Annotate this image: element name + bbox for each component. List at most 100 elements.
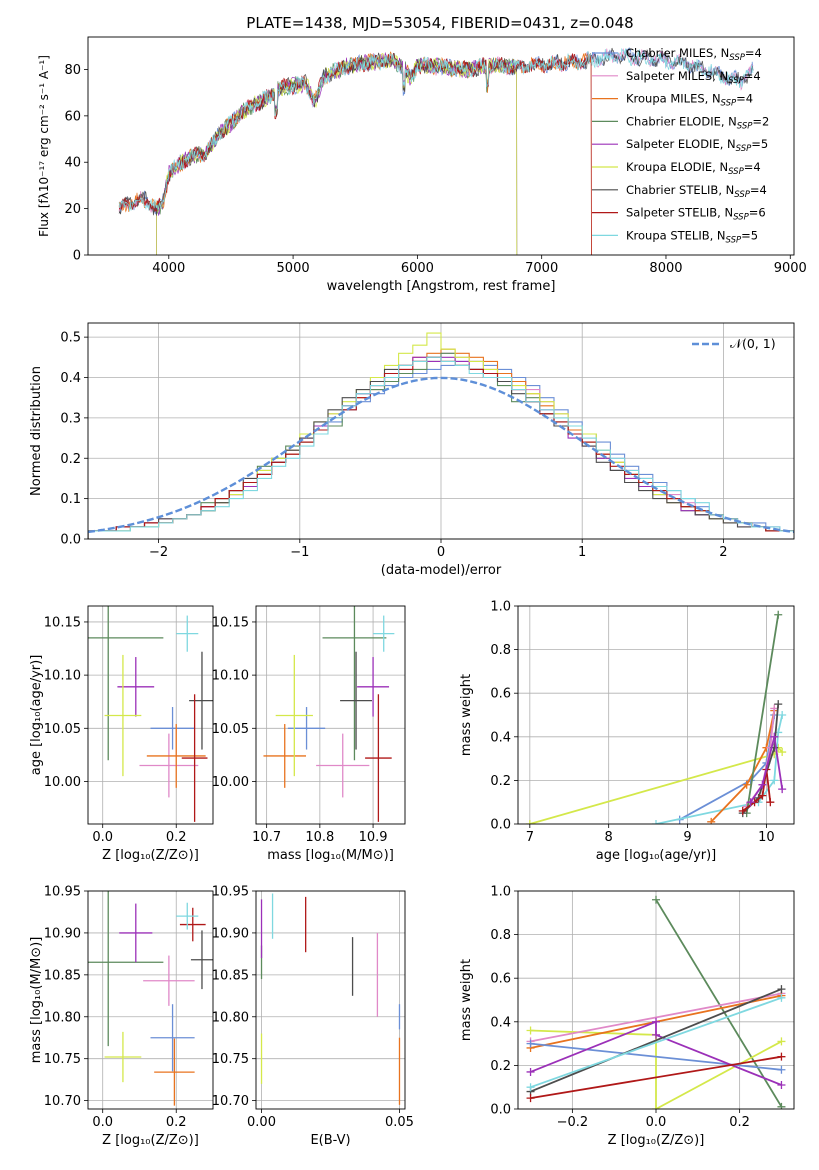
point-marker: [758, 791, 767, 800]
y-tick-label: 10.10: [212, 669, 249, 684]
panel-age_vs_mass: 10.7 10.8 10.9 10.00 10.05 10.10 10.15 mass [lo…: [212, 605, 406, 863]
x-tick-label: 7: [526, 830, 534, 845]
point-marker: [777, 993, 786, 1002]
x-tick-label: 0.0: [92, 830, 113, 845]
x-axis-label: age [log₁₀(age/yr)]: [596, 848, 717, 863]
errorbar-salpeter-stelib: [365, 694, 392, 822]
x-tick-label: 2: [719, 545, 727, 560]
point-marker: [778, 785, 787, 794]
y-tick-label: 10.05: [212, 722, 249, 737]
series-line: [745, 614, 780, 814]
series-line: [749, 736, 784, 803]
y-tick-label: 10.70: [44, 1094, 81, 1109]
x-axis-label: wavelength [Angstrom, rest frame]: [327, 279, 556, 294]
errorbar-salpeter-miles: [139, 733, 199, 798]
y-tick-label: 10.00: [212, 775, 249, 790]
y-axis-label: mass weight: [459, 959, 474, 1041]
errorbar-chabrier-miles: [150, 707, 195, 750]
x-tick-label: 5000: [277, 261, 310, 276]
series-line: [655, 899, 783, 1108]
panel-weight_vs_Z: −0.2 0.0 0.2 0.0 0.2 0.4 0.6 0.8 1.0 Z [log₁₀(Z/Z…: [459, 885, 795, 1148]
y-tick-label: 10.05: [44, 722, 81, 737]
legend-label: Salpeter MILES, NSSP=4: [626, 69, 761, 86]
series-line: [530, 1020, 782, 1086]
x-tick-label: 10.7: [252, 830, 281, 845]
y-tick-label: 10.15: [212, 615, 249, 630]
errorbar-salpeter-elodie: [119, 903, 153, 963]
errorbar-chabrier-elodie: [88, 891, 164, 1047]
plot-area: [88, 891, 213, 1109]
point-marker: [770, 776, 779, 785]
x-tick-label: −2: [149, 545, 168, 560]
panel-weight_vs_age: 7 8 9 10 0.0 0.2 0.4 0.6 0.8 1.0 age [log₁₀(age/yr…: [459, 600, 795, 863]
panel-residuals: −2 −1 0 1 2 0.0 0.1 0.2 0.3 0.4 0.5 (data-model)/er…: [29, 322, 795, 578]
panel-age_vs_Z: 0.0 0.2 10.00 10.05 10.10 10.15 Z [log₁₀(Z/Z⊙)…: [29, 605, 214, 863]
x-tick-label: 6000: [401, 261, 434, 276]
series-kroupa-stelib: [526, 993, 786, 1092]
errorbar-kroupa-stelib: [373, 615, 395, 652]
series-chabrier-miles: [526, 1039, 786, 1074]
point-marker: [707, 817, 716, 824]
point-marker: [777, 985, 786, 994]
y-axis-label: mass [log₁₀(M/M⊙)]: [29, 937, 44, 1064]
errorbar-kroupa-elodie: [104, 654, 142, 777]
axes-frame: [87, 605, 214, 825]
legend-label: Salpeter ELODIE, NSSP=5: [626, 137, 768, 154]
axes-frame: [255, 890, 406, 1110]
errorbar-salpeter-elodie: [357, 657, 390, 717]
axes-frame: [87, 36, 795, 256]
series-line: [710, 710, 776, 823]
errorbar-chabrier-stelib: [189, 651, 213, 750]
x-tick-label: 1: [578, 545, 586, 560]
x-tick-label: 7000: [525, 261, 558, 276]
y-tick-label: 0.4: [60, 371, 81, 386]
point-marker: [526, 1094, 535, 1103]
x-tick-label: 0.0: [646, 1115, 667, 1130]
errorbar-salpeter-miles: [316, 733, 370, 798]
x-axis-label: Z [log₁₀(Z/Z⊙)]: [102, 1133, 199, 1148]
x-tick-label: 0.05: [385, 1115, 414, 1130]
errorbar-kroupa-miles: [154, 1038, 195, 1106]
point-marker: [777, 1065, 786, 1074]
y-axis-label: age [log₁₀(age/yr)]: [29, 655, 44, 776]
point-marker: [777, 1052, 786, 1061]
panel-mass_vs_Z: 0.0 0.2 10.70 10.75 10.80 10.85 10.90 10.95 Z [l…: [29, 885, 214, 1148]
y-tick-label: 1.0: [490, 885, 511, 900]
data-layer: [88, 606, 213, 822]
spectrum-line-kroupa-stelib: [118, 47, 754, 212]
figure-title: PLATE=1438, MJD=53054, FIBERID=0431, z=0…: [246, 14, 633, 32]
point-marker: [652, 895, 660, 904]
y-tick-label: 10.10: [44, 669, 81, 684]
y-tick-label: 60: [64, 109, 81, 124]
axes-frame: [255, 605, 406, 825]
legend-label: Kroupa ELODIE, NSSP=4: [626, 160, 761, 177]
point-marker: [652, 1017, 660, 1026]
y-tick-label: 10.75: [212, 1052, 249, 1067]
y-tick-label: 0.2: [490, 1059, 511, 1074]
plot-area: [518, 606, 794, 824]
data-layer: [88, 332, 794, 539]
x-axis-label: (data-model)/error: [381, 563, 502, 578]
y-tick-label: 0.6: [490, 972, 511, 987]
errorbar-chabrier-stelib: [340, 651, 373, 750]
data-layer: [526, 895, 786, 1109]
y-axis-label: Normed distribution: [29, 366, 44, 496]
panel-spectrum: 4000 5000 6000 7000 8000 9000 0 20 40 60 80 wavelen…: [37, 36, 807, 294]
y-tick-label: 0.0: [60, 533, 81, 548]
errorbar-kroupa-stelib: [176, 902, 199, 930]
y-tick-label: 0: [73, 249, 81, 264]
errorbar-kroupa-elodie: [104, 1031, 142, 1083]
x-tick-label: −1: [290, 545, 309, 560]
errorbar-chabrier-stelib: [190, 930, 213, 990]
data-layer: [88, 891, 213, 1106]
point-marker: [525, 820, 534, 824]
y-tick-label: 0.0: [490, 818, 511, 833]
y-tick-label: 0.0: [490, 1103, 511, 1118]
y-tick-label: 10.80: [212, 1010, 249, 1025]
y-tick-label: 0.8: [490, 928, 511, 943]
y-tick-label: 0.4: [490, 730, 511, 745]
data-layer: [260, 893, 401, 1105]
gaussian-curve: [88, 376, 794, 534]
x-tick-label: 9000: [774, 261, 807, 276]
point-marker: [738, 806, 747, 815]
